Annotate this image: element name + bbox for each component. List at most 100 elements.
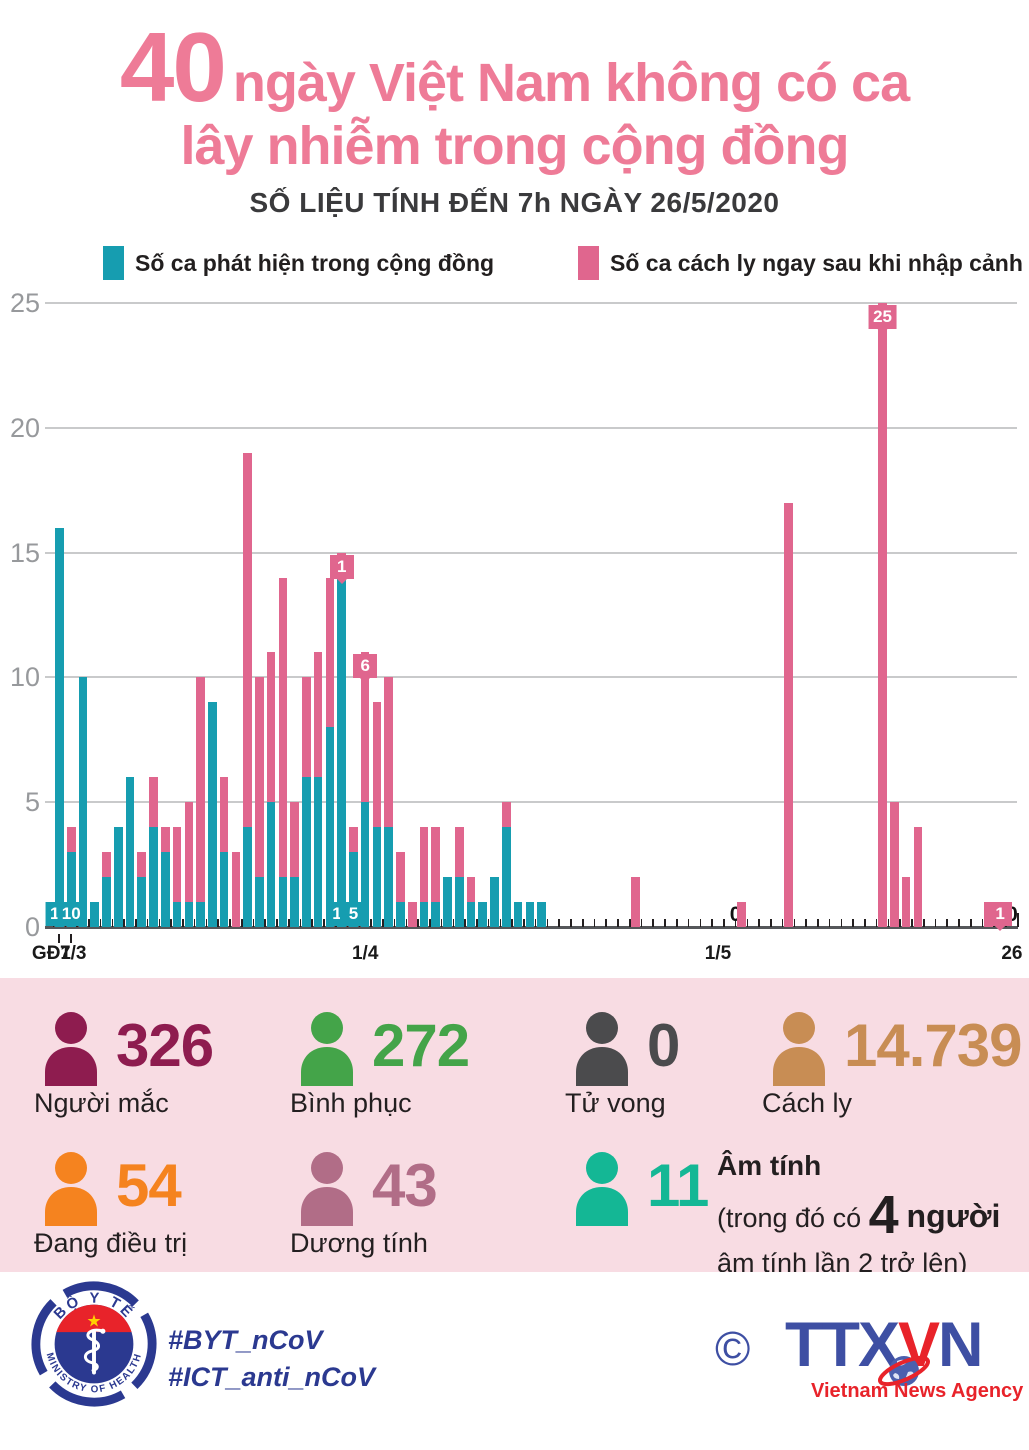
stat-quarantined-label: Cách ly <box>762 1088 853 1118</box>
axis-tick <box>429 919 431 927</box>
bar-segment-imported <box>419 827 429 903</box>
stat-in-treatment: 54 Đang điều trị <box>34 1152 284 1262</box>
bar-segment-community <box>466 902 476 927</box>
bar-segment-community <box>255 877 264 927</box>
bar-segment-community <box>184 902 194 927</box>
bar-segment-community <box>525 902 535 927</box>
bar-segment-community <box>325 727 335 927</box>
stat-quarantined: 14.739 Cách ly <box>762 1012 1023 1122</box>
axis-tick <box>652 919 655 927</box>
axis-tick <box>664 919 666 927</box>
axis-tick <box>887 919 890 927</box>
person-icon <box>762 1012 836 1091</box>
gridline-15 <box>45 551 1017 554</box>
axis-tick <box>570 919 572 927</box>
bar-segment-imported <box>184 802 194 903</box>
bar-segment-community <box>243 827 252 927</box>
axis-tick <box>217 919 219 927</box>
below-axis-tick <box>58 934 61 943</box>
bar-segment-imported <box>407 902 417 927</box>
axis-tick <box>123 919 125 927</box>
hashtag-ict: #ICT_anti_nCoV <box>168 1362 376 1392</box>
axis-tick <box>546 919 549 927</box>
bar-segment-community <box>102 877 111 927</box>
axis-tick <box>817 919 819 927</box>
axis-tick <box>523 919 525 927</box>
stat-deaths-label: Tử vong <box>565 1088 666 1118</box>
axis-tick <box>593 919 596 927</box>
bar-segment-community <box>502 827 511 927</box>
axis-tick <box>452 919 455 927</box>
axis-tick <box>534 919 537 927</box>
axis-tick <box>922 919 925 927</box>
bar-segment-community <box>137 877 147 927</box>
bar-top-label: 6 <box>353 654 378 679</box>
ministry-of-health-logo: BỘ Y TẾ MINISTRY OF HEALTH ★ <box>30 1280 158 1413</box>
axis-tick <box>781 919 784 927</box>
axis-tick <box>88 919 90 927</box>
axis-tick <box>476 919 478 927</box>
axis-tick <box>793 919 796 927</box>
bar-segment-imported <box>913 827 923 927</box>
zero-value-label: 0 <box>729 903 742 926</box>
y-axis-label-20: 20 <box>9 412 40 443</box>
stat-infected: 326 Người mắc <box>34 1012 284 1122</box>
person-icon <box>290 1152 364 1231</box>
x-axis-line <box>45 926 1018 929</box>
bar-segment-imported <box>149 777 158 828</box>
bar-segment-community <box>208 702 217 927</box>
x-axis-label-7/3: 7/3 <box>60 943 87 964</box>
axis-tick <box>628 919 631 927</box>
y-axis-label-5: 5 <box>24 787 40 818</box>
footer: BỘ Y TẾ MINISTRY OF HEALTH ★ #BYT_nCoV #… <box>0 1272 1029 1450</box>
axis-tick <box>911 919 913 927</box>
bar-segment-community <box>66 852 76 927</box>
hashtag-byt: #BYT_nCoV <box>168 1325 323 1355</box>
bar-segment-community <box>78 677 88 927</box>
axis-tick <box>382 919 384 927</box>
bar-segment-imported <box>431 827 441 903</box>
stat-negative-value: 11 <box>647 1152 709 1219</box>
bar-segment-community <box>337 577 346 927</box>
bar-segment-community <box>384 827 393 927</box>
axis-tick <box>158 919 161 927</box>
bar-segment-imported <box>372 702 382 828</box>
axis-tick <box>805 919 807 927</box>
axis-tick <box>170 919 172 927</box>
axis-tick <box>640 919 643 927</box>
axis-tick <box>417 919 419 927</box>
title-line1: 40 ngày Việt Nam không có ca <box>0 18 1029 116</box>
bar-segment-community <box>302 777 311 927</box>
subtitle: SỐ LIỆU TÍNH ĐẾN 7h NGÀY 26/5/2020 <box>249 186 780 218</box>
axis-tick <box>240 919 243 927</box>
bar-segment-imported <box>102 852 111 878</box>
gridline-10 <box>45 676 1017 679</box>
person-icon <box>34 1012 108 1091</box>
bar-segment-imported <box>172 827 182 903</box>
x-axis-label-GĐ1: GĐ1 <box>31 943 72 964</box>
bar-top-label: 1 <box>329 554 354 579</box>
axis-tick <box>875 919 878 927</box>
stat-positive-label: Dương tính <box>290 1228 428 1258</box>
bar-segment-imported <box>278 577 288 878</box>
title-number: 40 <box>119 12 227 122</box>
bar-bottom-label: 10 <box>57 902 85 926</box>
axis-tick <box>111 919 114 927</box>
bar-segment-imported <box>396 852 405 903</box>
axis-tick <box>711 919 713 927</box>
axis-tick <box>499 919 502 927</box>
bar-segment-imported <box>196 677 205 903</box>
axis-tick <box>311 919 314 927</box>
axis-tick <box>746 919 749 927</box>
copyright-icon: © <box>715 1323 751 1376</box>
axis-tick <box>299 919 302 927</box>
bar-segment-community <box>196 902 205 927</box>
title-block: 40 ngày Việt Nam không có ca lây nhiễm tr… <box>0 18 1029 219</box>
axis-tick <box>958 919 960 927</box>
axis-tick <box>687 919 690 927</box>
bar-segment-imported <box>454 827 464 878</box>
axis-tick <box>487 919 490 927</box>
bar-segment-imported <box>290 802 299 878</box>
x-axis-label-26: 26 <box>1001 943 1023 964</box>
